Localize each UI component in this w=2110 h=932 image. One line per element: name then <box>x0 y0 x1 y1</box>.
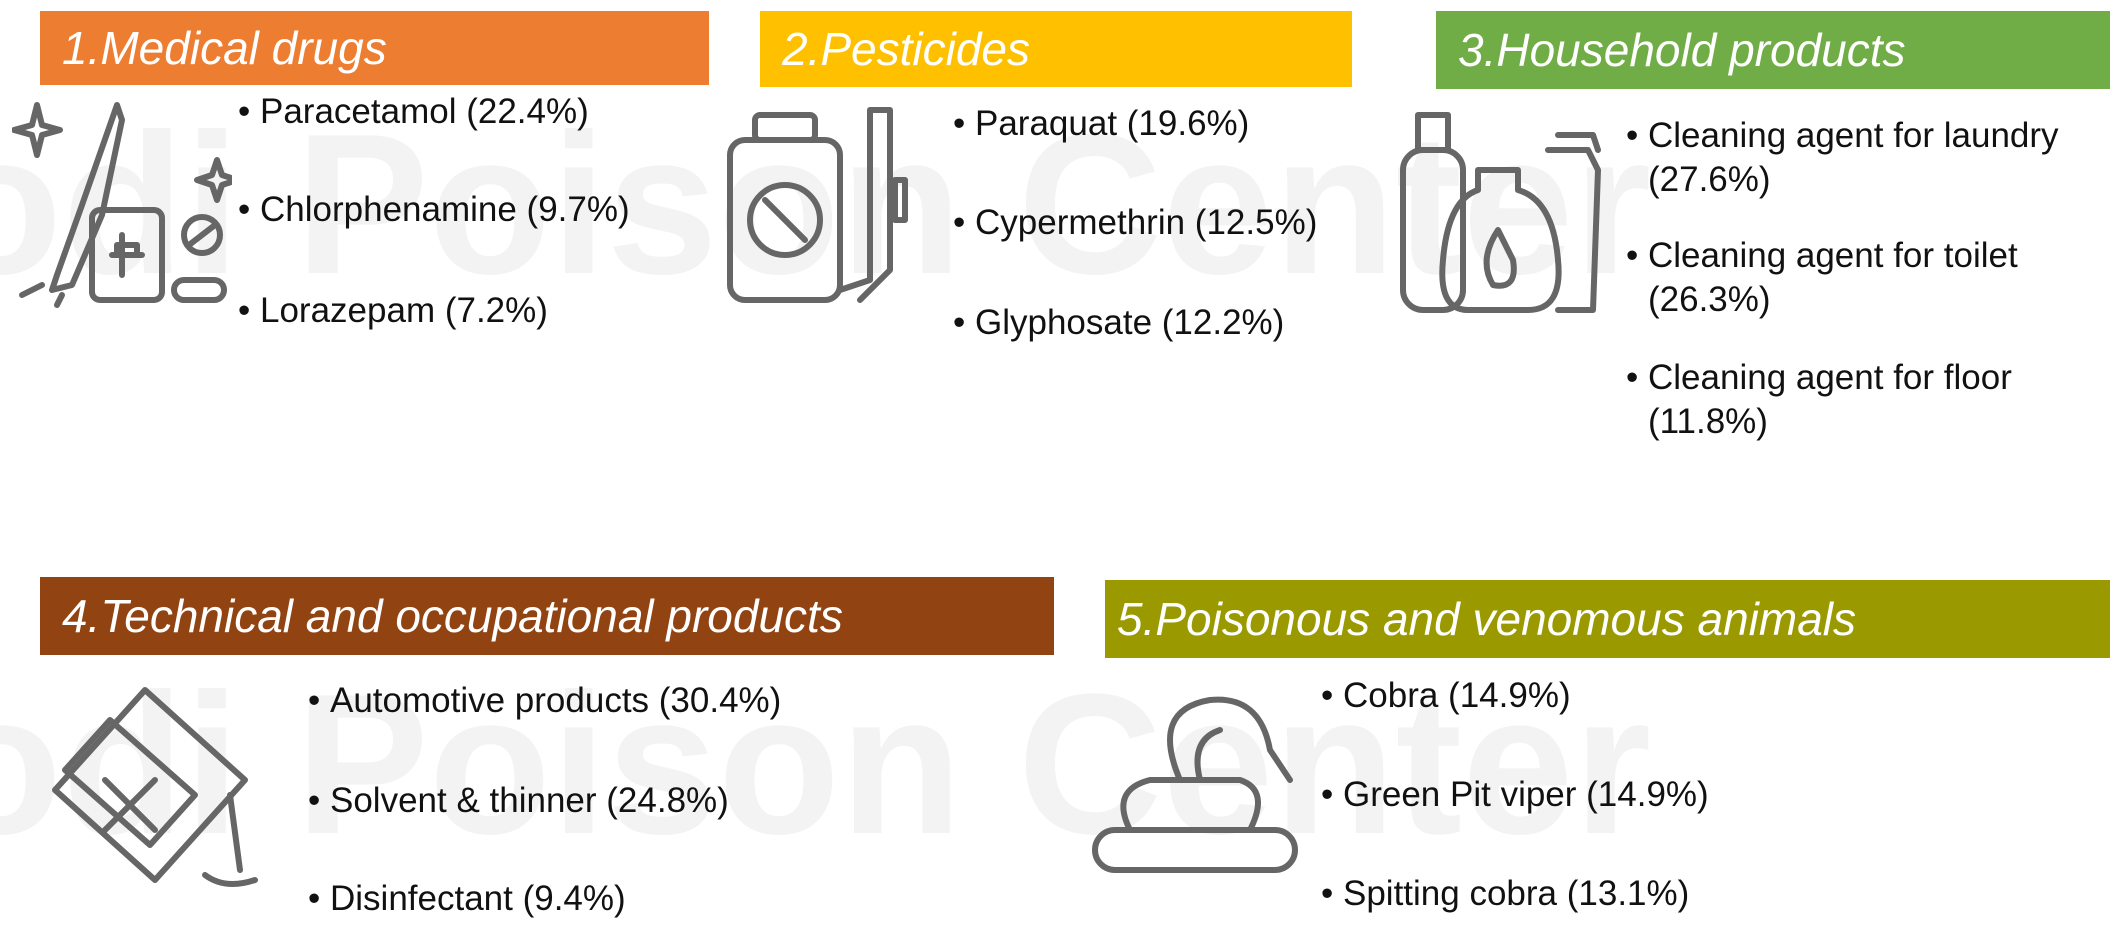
list-item: Paraquat (19.6%) <box>953 102 1249 146</box>
list-item: Cobra (14.9%) <box>1321 674 1571 718</box>
section-header: 1.Medical drugs <box>40 11 709 85</box>
list-item: Cypermethrin (12.5%) <box>953 201 1317 245</box>
sprayer-icon <box>727 107 908 303</box>
list-item: Cleaning agent for toilet (26.3%) <box>1626 234 2110 322</box>
drugs-icon <box>12 102 232 308</box>
list-item: Glyphosate (12.2%) <box>953 301 1284 345</box>
list-item: Spitting cobra (13.1%) <box>1321 872 1689 916</box>
canister-icon <box>52 687 258 887</box>
household-icon <box>1400 112 1601 313</box>
snake-icon <box>1092 696 1298 873</box>
list-item: Cleaning agent for floor (11.8%) <box>1626 356 2108 444</box>
list-item: Chlorphenamine (9.7%) <box>238 188 630 232</box>
section-header: 2.Pesticides <box>760 11 1352 87</box>
list-item: Automotive products (30.4%) <box>308 679 781 723</box>
list-item: Green Pit viper (14.9%) <box>1321 773 1709 817</box>
section-header: 3.Household products <box>1436 11 2110 89</box>
section-header: 4.Technical and occupational products <box>40 577 1054 655</box>
section-header: 5.Poisonous and venomous animals <box>1105 580 2110 658</box>
list-item: Cleaning agent for laundry (27.6%) <box>1626 114 2108 202</box>
list-item: Disinfectant (9.4%) <box>308 877 626 921</box>
list-item: Solvent & thinner (24.8%) <box>308 779 729 823</box>
list-item: Paracetamol (22.4%) <box>238 90 589 134</box>
list-item: Lorazepam (7.2%) <box>238 289 548 333</box>
